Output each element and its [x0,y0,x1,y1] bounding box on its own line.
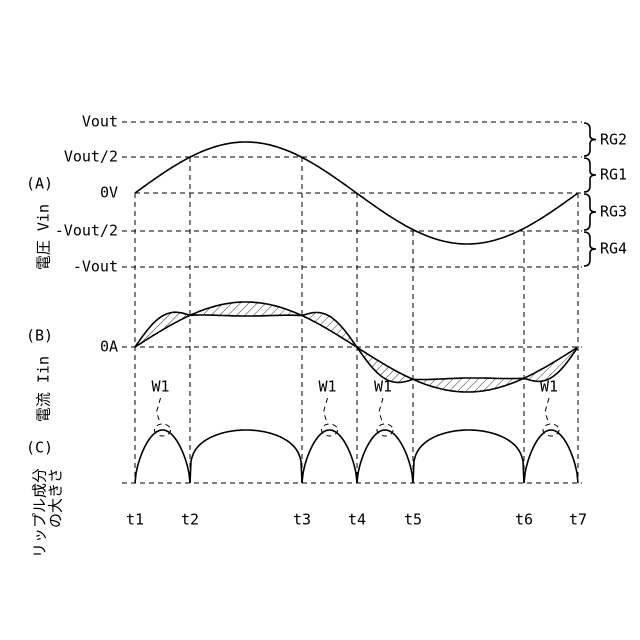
time-label: t4 [348,511,366,529]
zero-current-label: 0A [100,338,118,356]
level-label: 0V [100,184,118,202]
panel-tag: (C) [26,439,53,457]
level-label: Vout [82,113,118,131]
ripple-magnitude [302,430,357,483]
brace [584,123,596,156]
w1-label: W1 [540,378,558,396]
brace [584,232,596,266]
ripple-magnitude [413,430,524,483]
brace [584,158,596,192]
w1-leader [545,398,549,424]
region-label: RG1 [600,166,627,184]
panel-title: の大きさ [47,468,65,528]
time-label: t5 [404,511,422,529]
w1-leader [157,398,161,424]
panel-tag: (B) [26,327,53,345]
region-label: RG2 [600,131,627,149]
w1-label: W1 [374,378,392,396]
w1-label: W1 [151,378,169,396]
time-label: t3 [293,511,311,529]
panel-label: (B) 電流 Iin [26,327,53,423]
ripple-magnitude [135,430,190,483]
w1-leader [324,398,328,424]
time-label: t2 [181,511,199,529]
panel-tag: (A) [26,175,53,193]
diagram: Vout Vout/2 0V -Vout/2 -Vout RG2 RG1 RG3 RG4 0A W1… [0,0,640,640]
ripple-magnitude [190,430,302,483]
panel-label: (A) 電圧 Vin [26,175,53,271]
ripple-magnitude [357,430,413,483]
panel-label: (C)リップル成分の大きさ [26,439,65,559]
panel-title: 電圧 Vin [35,204,53,270]
region-label: RG4 [600,240,627,258]
time-label: t7 [569,511,587,529]
region-label: RG3 [600,203,627,221]
w1-leader [379,398,383,424]
ripple-magnitude [524,430,578,483]
level-label: -Vout/2 [55,222,118,240]
level-label: Vout/2 [64,148,118,166]
time-label: t1 [126,511,144,529]
level-label: -Vout [73,258,118,276]
w1-label: W1 [318,378,336,396]
time-label: t6 [515,511,533,529]
brace [584,194,596,230]
panel-title: 電流 Iin [35,356,53,422]
